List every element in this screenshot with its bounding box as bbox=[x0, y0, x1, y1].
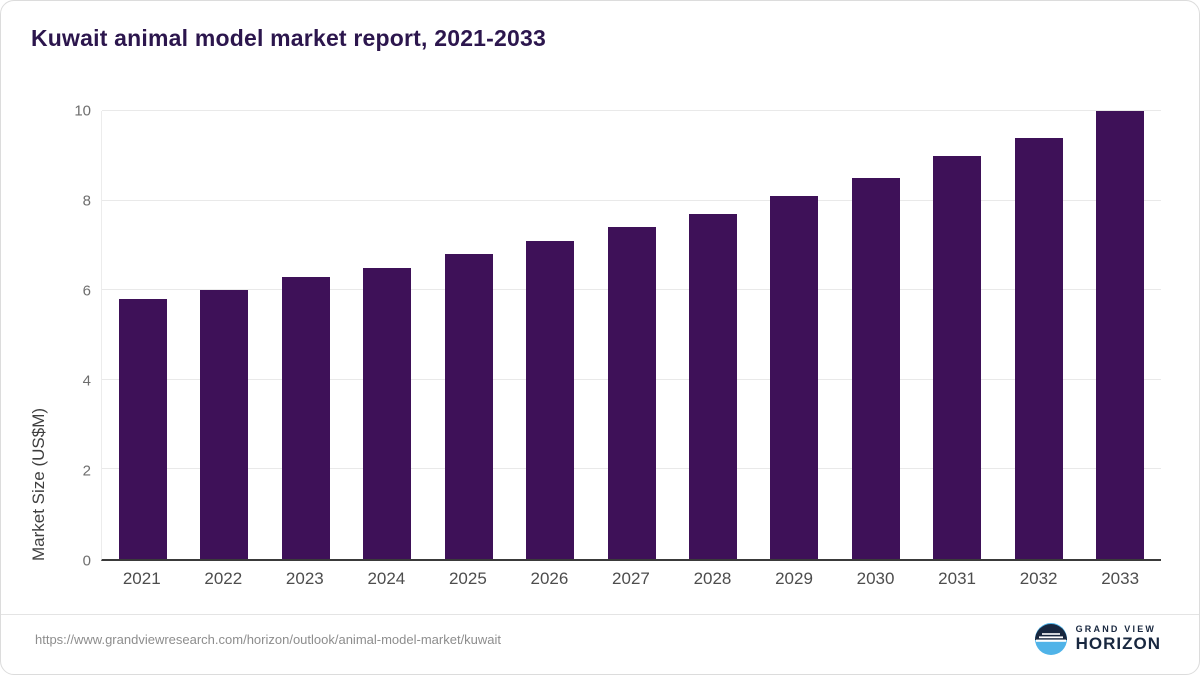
bar-2024 bbox=[363, 267, 412, 559]
bar-slot bbox=[835, 111, 916, 559]
bar-2027 bbox=[607, 227, 656, 559]
bar-slot bbox=[672, 111, 753, 559]
y-tick-label: 0 bbox=[82, 552, 91, 570]
bar-slot bbox=[265, 111, 346, 559]
y-tick-label: 10 bbox=[74, 102, 91, 120]
logo-text: GRAND VIEW HORIZON bbox=[1075, 623, 1161, 654]
x-tick-label: 2030 bbox=[856, 569, 895, 588]
bar-slot bbox=[346, 111, 427, 559]
chart-title: Kuwait animal model market report, 2021-… bbox=[31, 25, 547, 51]
source-url: https://www.grandviewresearch.com/horizo… bbox=[35, 632, 502, 647]
bar-2028 bbox=[689, 214, 738, 559]
bar-2033 bbox=[1096, 111, 1145, 559]
x-tick-label: 2024 bbox=[367, 569, 406, 588]
x-tick-label: 2033 bbox=[1101, 569, 1140, 588]
horizon-sun-icon bbox=[1034, 623, 1067, 655]
y-tick-label: 2 bbox=[82, 462, 91, 480]
gridline bbox=[102, 199, 1161, 201]
bar-2031 bbox=[933, 155, 982, 559]
bar-slot bbox=[754, 111, 835, 559]
x-tick-label: 2026 bbox=[530, 569, 569, 588]
x-tick-label: 2032 bbox=[1019, 569, 1058, 588]
x-tick-label: 2027 bbox=[612, 569, 650, 588]
x-tick-label: 2023 bbox=[285, 569, 324, 588]
bar-slot bbox=[1080, 111, 1161, 559]
x-tick-label: 2028 bbox=[693, 569, 732, 588]
y-tick-label: 6 bbox=[82, 282, 91, 300]
logo-line2: HORIZON bbox=[1075, 633, 1161, 653]
bar-2032 bbox=[1014, 137, 1063, 559]
y-tick-label: 8 bbox=[82, 192, 91, 210]
y-tick-label: 4 bbox=[82, 372, 91, 390]
x-tick-label: 2031 bbox=[938, 569, 976, 588]
bar-slot bbox=[183, 111, 264, 559]
x-tick-label: 2025 bbox=[448, 569, 487, 588]
footer-divider bbox=[1, 614, 1199, 615]
bar-2023 bbox=[281, 276, 330, 559]
grand-view-horizon-logo: GRAND VIEW HORIZON bbox=[1034, 623, 1161, 655]
x-tick-label: 2029 bbox=[775, 569, 813, 588]
bar-2030 bbox=[851, 178, 900, 559]
bar-2021 bbox=[118, 299, 167, 559]
bar-2029 bbox=[770, 196, 819, 559]
bar-slot bbox=[509, 111, 590, 559]
bar-2026 bbox=[526, 240, 575, 559]
x-tick-label: 2022 bbox=[204, 569, 243, 588]
plot-area bbox=[101, 110, 1161, 561]
y-axis-ticks: 0 2 4 6 8 10 bbox=[1, 103, 91, 570]
x-axis-labels: 2021 2022 2023 2024 2025 2026 2027 2028 2029 2030… bbox=[101, 569, 1161, 589]
bar-slot bbox=[428, 111, 509, 559]
x-tick-label: 2021 bbox=[122, 569, 161, 588]
bar-slot bbox=[917, 111, 998, 559]
bar-slot bbox=[591, 111, 672, 559]
bar-slot bbox=[102, 111, 183, 559]
logo-line1: GRAND VIEW bbox=[1075, 623, 1157, 634]
gridline bbox=[102, 110, 1161, 111]
bar-2022 bbox=[200, 290, 249, 559]
bar-slot bbox=[998, 111, 1079, 559]
bar-2025 bbox=[444, 254, 493, 559]
